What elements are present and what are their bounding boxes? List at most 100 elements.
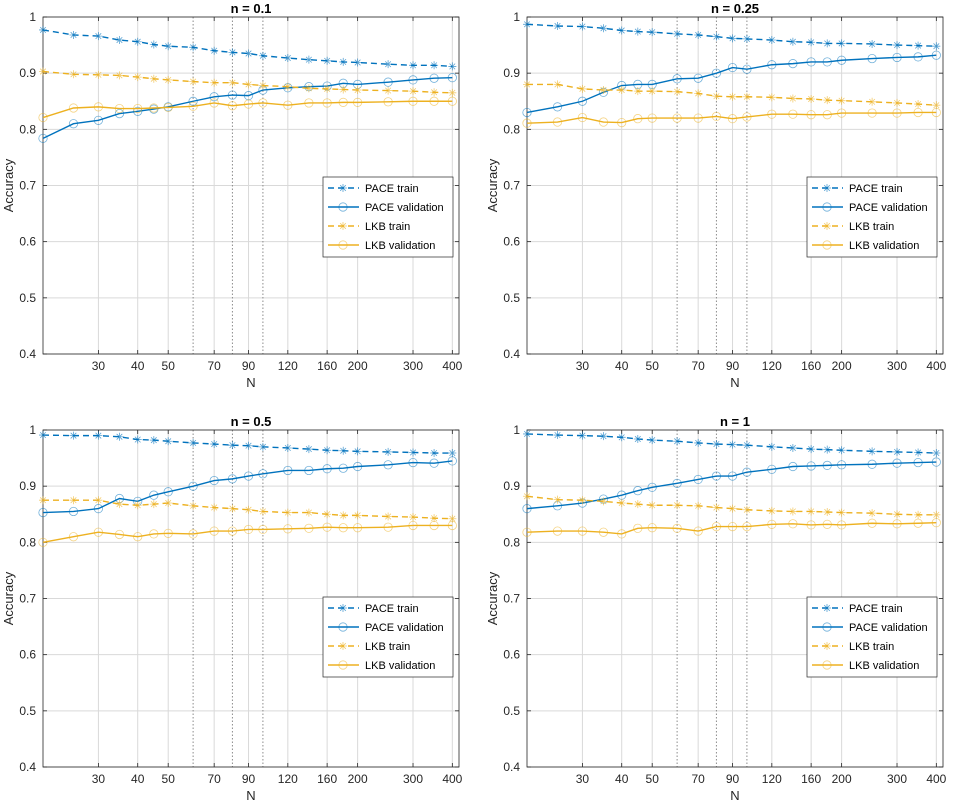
y-axis-label: Accuracy <box>485 571 500 625</box>
data-point-star <box>283 82 292 91</box>
data-point-circle <box>742 112 752 122</box>
data-point-star <box>430 61 439 70</box>
data-point-star <box>353 511 362 520</box>
data-point-star <box>94 32 103 41</box>
data-point-circle <box>788 519 798 529</box>
data-point-star <box>932 510 941 519</box>
data-point-star <box>448 449 457 458</box>
x-tick-label: 120 <box>762 772 782 786</box>
data-point-star <box>868 97 877 106</box>
x-tick-label: 400 <box>926 359 946 373</box>
legend-label: PACE validation <box>365 622 444 634</box>
data-point-circle <box>788 461 798 472</box>
data-point-circle <box>711 522 722 532</box>
data-point-star <box>283 54 292 63</box>
data-point-star <box>578 431 587 440</box>
data-point-star <box>553 80 562 89</box>
data-point-star <box>617 26 626 35</box>
data-point-star <box>823 508 832 517</box>
legend-item: PACE train <box>812 183 903 195</box>
legend-label: LKB validation <box>365 240 435 252</box>
data-point-star <box>599 432 608 441</box>
data-point-star <box>323 84 332 93</box>
data-point-circle <box>338 523 348 533</box>
data-point-circle <box>693 474 703 485</box>
data-point-star <box>807 445 816 454</box>
data-point-star <box>694 501 703 510</box>
data-point-star <box>115 432 124 441</box>
x-axis-label: N <box>730 375 739 390</box>
data-point-circle <box>633 114 643 124</box>
data-point-circle <box>742 467 752 477</box>
data-point-star <box>448 62 457 71</box>
data-point-star <box>430 514 439 523</box>
x-tick-label: 90 <box>726 359 740 373</box>
data-point-star <box>39 431 47 440</box>
y-tick-label: 0.4 <box>19 347 36 361</box>
x-tick-label: 200 <box>832 359 852 373</box>
data-point-circle <box>163 102 173 113</box>
legend: PACE train PACE validation LKB train LKB va… <box>806 596 938 678</box>
data-point-circle <box>598 527 609 537</box>
series-line <box>42 70 453 94</box>
data-point-circle <box>647 482 657 492</box>
legend-item: LKB validation <box>812 660 919 672</box>
data-point-circle <box>258 524 268 535</box>
data-point-circle <box>149 103 159 113</box>
chart-panel-3: 0.4 0.5 0.6 0.7 0.8 0.9 1 30 40 50 70 90 120 160 200 30… <box>1 414 463 803</box>
data-point-circle <box>408 75 418 85</box>
legend-label: PACE train <box>849 603 903 615</box>
legend-marker-star <box>823 184 831 192</box>
data-point-circle <box>68 103 79 113</box>
data-point-circle <box>693 113 703 123</box>
data-point-star <box>94 431 103 440</box>
data-point-circle <box>383 522 393 532</box>
data-point-circle <box>711 111 722 122</box>
data-point-star <box>673 29 682 38</box>
data-point-star <box>258 442 267 451</box>
data-point-circle <box>522 504 532 514</box>
series-line <box>43 499 453 520</box>
data-point-star <box>189 77 198 86</box>
data-point-star <box>553 431 562 440</box>
data-point-circle <box>188 529 198 539</box>
data-point-circle <box>353 97 363 107</box>
data-point-star <box>164 75 173 84</box>
data-point-circle <box>209 475 219 486</box>
data-point-circle <box>68 119 79 129</box>
data-point-circle <box>822 460 832 470</box>
y-tick-label: 0.4 <box>19 760 36 774</box>
data-point-star <box>932 449 941 458</box>
data-point-star <box>323 510 332 519</box>
data-point-star <box>228 441 237 450</box>
data-point-circle <box>617 529 627 539</box>
data-point-star <box>617 433 626 442</box>
legend-label: LKB validation <box>849 240 919 252</box>
data-point-star <box>164 42 173 51</box>
data-point-circle <box>209 92 219 102</box>
legend-box <box>806 596 938 678</box>
data-point-circle <box>38 507 48 518</box>
x-tick-label: 400 <box>442 359 462 373</box>
data-point-star <box>788 443 797 452</box>
data-point-star <box>94 496 103 505</box>
data-point-circle <box>322 98 332 108</box>
data-point-star <box>807 38 816 47</box>
data-point-star <box>210 440 219 449</box>
data-point-star <box>914 100 923 109</box>
data-point-star <box>837 39 846 48</box>
legend-item: PACE train <box>328 183 419 195</box>
series-lkb-train <box>523 492 941 519</box>
data-point-circle <box>383 77 393 87</box>
data-point-star <box>807 507 816 516</box>
data-point-star <box>244 80 253 89</box>
legend-item: PACE train <box>328 603 419 615</box>
legend-marker-star <box>823 604 831 612</box>
chart-panel-1: 0.4 0.5 0.6 0.7 0.8 0.9 1 30 40 50 70 90 120 160 200 30… <box>1 1 463 390</box>
data-point-circle <box>149 490 159 500</box>
data-point-circle <box>806 461 816 471</box>
data-point-circle <box>447 520 457 531</box>
x-tick-label: 160 <box>801 359 821 373</box>
data-point-star <box>384 60 393 69</box>
